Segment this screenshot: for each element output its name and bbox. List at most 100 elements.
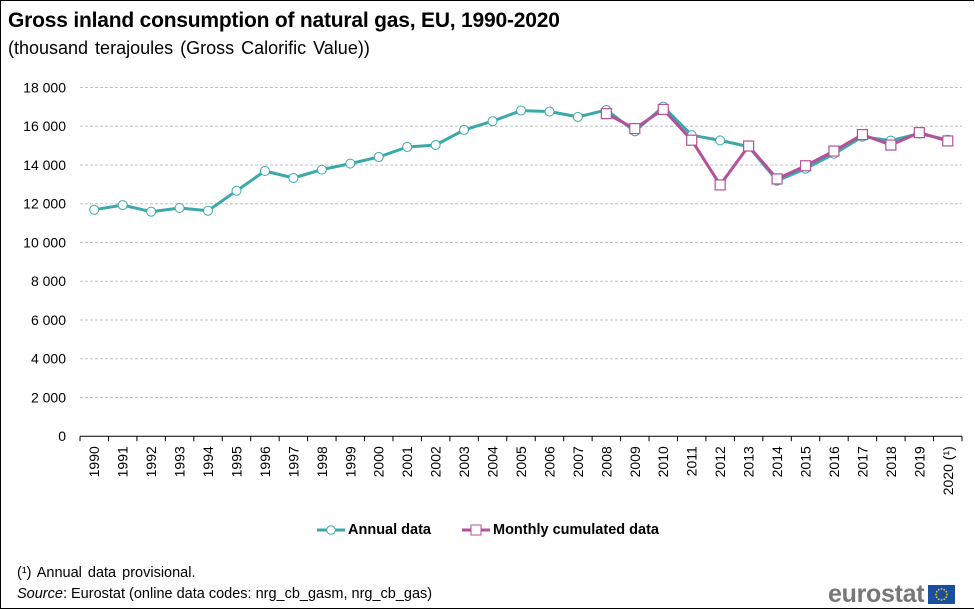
data-point[interactable]: [174, 202, 185, 213]
x-tick-label: 1992: [143, 446, 159, 477]
x-tick-label: 2004: [485, 446, 501, 477]
data-point[interactable]: [686, 134, 698, 146]
x-tick-label: 1993: [172, 446, 188, 477]
data-point[interactable]: [345, 158, 356, 169]
source-text: : Eurostat (online data codes: nrg_cb_ga…: [62, 586, 433, 602]
data-point[interactable]: [629, 122, 641, 135]
line-chart: 0 2 000 4 000 6 000 8 000 10 000 12 000 14 000 1…: [23, 80, 963, 495]
data-point[interactable]: [516, 105, 526, 116]
eu-star: [946, 593, 949, 596]
legend-square-marker-icon: [462, 524, 490, 536]
data-point[interactable]: [288, 172, 299, 183]
series-monthly: [600, 103, 954, 191]
data-point[interactable]: [231, 185, 242, 196]
data-point[interactable]: [544, 106, 555, 117]
data-point[interactable]: [771, 173, 783, 185]
eu-star: [945, 596, 948, 599]
x-tick-label: 2012: [712, 446, 728, 477]
x-tick-label: 2020 (¹): [940, 446, 956, 495]
eu-star: [940, 588, 943, 590]
data-point[interactable]: [203, 205, 214, 216]
y-tick-label: 10 000: [23, 234, 66, 250]
data-point[interactable]: [600, 108, 612, 120]
x-tick-label: 2009: [627, 446, 643, 477]
data-point[interactable]: [146, 206, 157, 217]
eu-star: [935, 593, 938, 596]
y-tick-label: 18 000: [23, 80, 66, 96]
eu-stars-icon: [935, 588, 949, 601]
data-point[interactable]: [430, 140, 441, 151]
y-tick-label: 2 000: [31, 389, 66, 405]
data-point[interactable]: [316, 164, 327, 175]
eu-star: [938, 588, 940, 591]
chart-title: Gross inland consumption of natural gas,…: [8, 9, 560, 32]
eu-star: [938, 598, 940, 601]
x-tick-label: 1991: [115, 446, 131, 477]
data-point[interactable]: [459, 124, 470, 135]
x-tick-label: 2013: [741, 446, 757, 477]
data-point[interactable]: [402, 141, 413, 152]
x-tick-label: 1997: [285, 446, 301, 477]
x-tick-label: 1994: [200, 446, 216, 477]
y-tick-label: 16 000: [23, 118, 66, 134]
data-point[interactable]: [715, 135, 726, 146]
y-tick-label: 8 000: [31, 273, 66, 289]
data-point[interactable]: [913, 127, 925, 139]
legend-label-annual: Annual data: [348, 522, 431, 538]
series-group: [89, 101, 954, 217]
gridlines: [80, 87, 962, 398]
eurostat-logo: eurostat: [828, 580, 956, 609]
source-label: Source: [17, 586, 63, 602]
eu-flag-icon: [928, 585, 956, 604]
data-point[interactable]: [714, 179, 726, 191]
y-tick-label: 6 000: [31, 312, 66, 328]
x-tick-label: 2002: [428, 446, 444, 477]
legend-item-monthly[interactable]: Monthly cumulated data: [461, 522, 659, 538]
data-point[interactable]: [572, 111, 583, 122]
data-point[interactable]: [89, 204, 100, 215]
y-tick-label: 4 000: [31, 351, 66, 367]
data-point[interactable]: [259, 165, 270, 176]
x-axis: 1990 1991 1992 1993 1994 1995 1996 1997 1998 1999…: [79, 435, 963, 495]
legend-item-annual[interactable]: Annual data: [316, 522, 431, 538]
y-tick-label: 14 000: [23, 157, 66, 173]
data-point[interactable]: [657, 103, 669, 115]
data-point[interactable]: [942, 135, 954, 147]
x-tick-label: 2014: [769, 446, 785, 477]
y-tick-label: 0: [58, 428, 66, 444]
x-tick-label: 2010: [655, 446, 671, 477]
x-tick-label: 2016: [826, 446, 842, 477]
data-point[interactable]: [885, 139, 897, 151]
eu-star: [940, 599, 943, 601]
x-tick-label: 1998: [314, 446, 330, 477]
data-point[interactable]: [117, 200, 128, 211]
x-tick-label: 2006: [541, 446, 557, 477]
legend: Annual data Monthly cumulated data: [0, 522, 975, 538]
chart-subtitle: (thousand terajoules (Gross Calorific Va…: [8, 38, 370, 58]
logo-text: eurostat: [828, 580, 925, 608]
data-point[interactable]: [828, 145, 840, 157]
series-annual: [89, 101, 953, 217]
x-tick-label: 2008: [598, 446, 614, 477]
y-tick-label: 12 000: [23, 196, 66, 212]
data-point[interactable]: [487, 116, 498, 127]
data-point[interactable]: [856, 128, 869, 141]
eu-star: [945, 590, 948, 593]
y-axis-ticks: 0 2 000 4 000 6 000 8 000 10 000 12 000 14 000 1…: [23, 80, 66, 445]
x-tick-label: 2007: [570, 446, 586, 477]
x-tick-label: 1996: [257, 446, 273, 477]
x-tick-label: 2000: [371, 446, 387, 477]
x-tick-label: 2019: [911, 446, 927, 477]
data-point[interactable]: [799, 160, 812, 172]
x-tick-label: 1999: [342, 446, 358, 477]
x-tick-label: 2017: [854, 446, 870, 477]
x-tick-label: 2001: [399, 446, 415, 477]
data-point[interactable]: [373, 152, 384, 163]
x-tick-label: 1990: [86, 446, 102, 477]
x-tick-label: 1995: [228, 446, 244, 477]
data-point[interactable]: [743, 140, 755, 152]
eu-star: [943, 598, 946, 601]
eu-star: [936, 590, 938, 593]
eu-star: [943, 588, 946, 591]
x-tick-label: 2011: [684, 446, 700, 476]
